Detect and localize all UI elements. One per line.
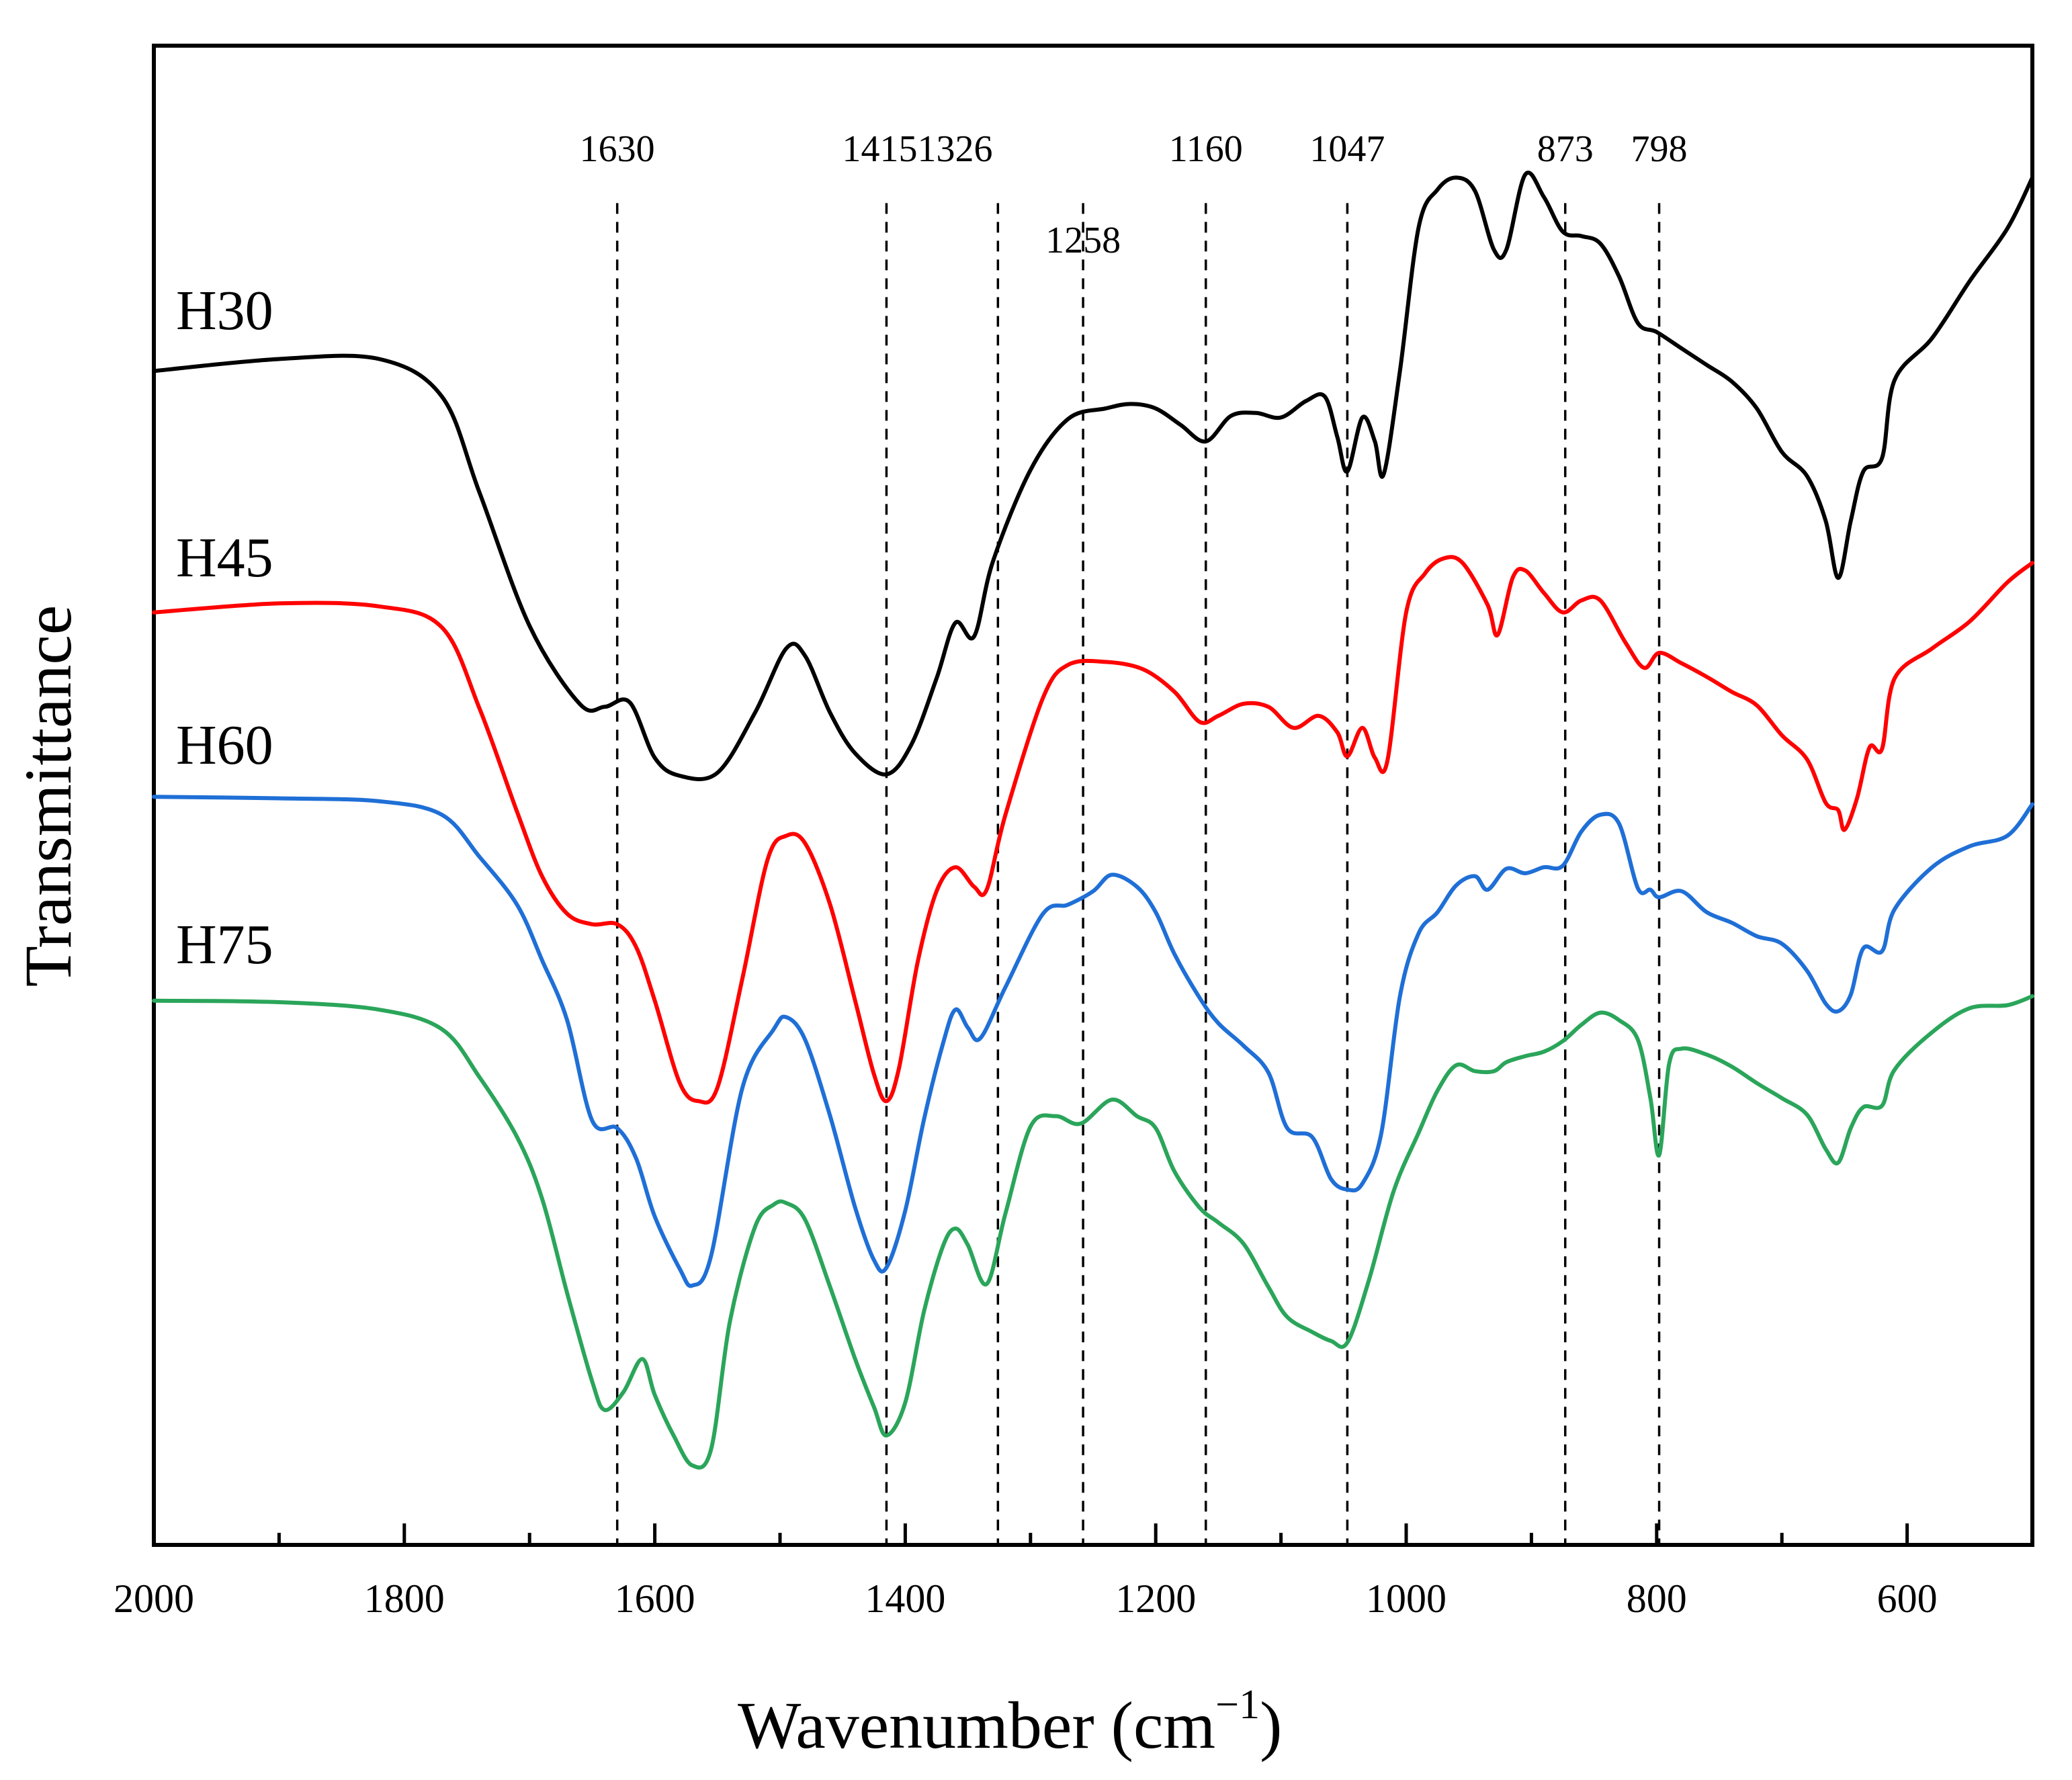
series-line-h75: [152, 994, 2034, 1470]
series-label-h45: H45: [176, 527, 273, 589]
x-tick-label: 1200: [1115, 1576, 1196, 1621]
x-axis-title: Wavenumber (cm−1): [738, 1682, 1282, 1763]
x-tick-label: 2000: [114, 1576, 194, 1621]
x-axis-title-unit-exp: −1: [1215, 1682, 1260, 1728]
series-label-h60: H60: [176, 714, 273, 776]
series-line-h45: [152, 555, 2034, 1105]
series-label-h30: H30: [176, 279, 273, 342]
series-label-group: H30 H45 H60 H75: [176, 279, 273, 976]
series-group: [152, 171, 2034, 1470]
x-tick-label: 1600: [615, 1576, 695, 1621]
x-tick-label: 1400: [865, 1576, 945, 1621]
series-line-h30: [152, 171, 2034, 781]
x-tick-label: 1000: [1366, 1576, 1447, 1621]
x-tick-label: 600: [1877, 1576, 1938, 1621]
peak-marker-label: 1630: [580, 128, 655, 170]
x-tick-label: 1800: [364, 1576, 445, 1621]
x-axis-ticks: 2000 1800 1600 1400 1200 1000 800 600: [114, 1523, 2034, 1621]
peak-marker-group: 1630 14151326 1258 1160 1047 873 798: [580, 128, 1688, 1545]
x-axis-title-paren-close: ): [1260, 1688, 1282, 1763]
x-axis-title-paren-open: (: [1111, 1688, 1133, 1763]
x-axis-title-unit: cm: [1133, 1688, 1215, 1763]
peak-marker-label: 14151326: [842, 128, 992, 170]
y-axis-title: Transmittance: [11, 605, 85, 987]
series-line-h60: [152, 795, 2034, 1288]
x-tick-label: 800: [1627, 1576, 1687, 1621]
plot-frame: [152, 44, 2034, 1547]
series-label-h75: H75: [176, 914, 273, 976]
peak-marker-label: 1258: [1045, 220, 1121, 261]
peak-marker-label: 873: [1537, 128, 1594, 170]
peak-marker-label: 1047: [1309, 128, 1385, 170]
x-axis-title-text: Wavenumber: [738, 1688, 1094, 1763]
peak-marker-label: 1160: [1169, 128, 1243, 170]
peak-marker-label: 798: [1631, 128, 1688, 170]
